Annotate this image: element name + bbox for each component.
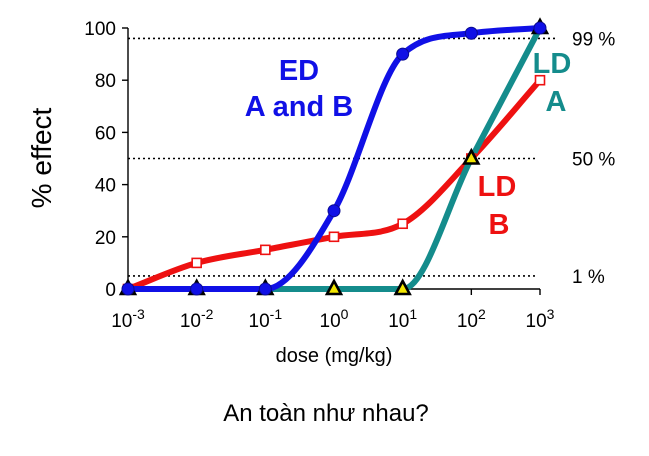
series-label-ldb-line2: B — [489, 209, 510, 241]
y-tick-label: 100 — [84, 19, 116, 40]
caption: An toàn như nhau? — [223, 400, 429, 427]
x-tick-label: 103 — [526, 306, 555, 332]
x-axis-label: dose (mg/kg) — [276, 345, 393, 367]
y-axis-label: % effect — [26, 107, 57, 208]
data-point-ed-a-and-b — [258, 282, 272, 296]
data-point-ld-b — [260, 244, 271, 256]
series-label-lda-line1: LD — [533, 48, 572, 80]
data-point-ed-a-and-b — [121, 282, 135, 296]
data-point-ld-a — [393, 278, 412, 296]
reference-line-label: 99 % — [572, 29, 615, 50]
data-point-ed-a-and-b — [190, 282, 204, 296]
data-point-ld-b — [397, 218, 408, 230]
data-point-ed-a-and-b — [396, 47, 410, 61]
y-tick-label: 40 — [95, 176, 116, 197]
data-point-ed-a-and-b — [533, 21, 547, 35]
series-label-ldb-line1: LD — [478, 171, 517, 203]
reference-line-label: 50 % — [572, 150, 615, 171]
x-tick-label: 101 — [388, 306, 417, 332]
x-tick-label: 10-1 — [249, 306, 283, 332]
series-label-ed-line2: A and B — [245, 91, 353, 123]
data-point-ld-a — [324, 278, 344, 296]
x-tick-label: 102 — [457, 306, 486, 332]
y-tick-label: 0 — [105, 280, 116, 301]
data-point-ld-b — [534, 74, 546, 86]
data-point-ld-b — [191, 257, 202, 269]
data-point-ld-a — [462, 147, 481, 165]
y-tick-label: 20 — [95, 228, 116, 249]
y-tick-label: 80 — [95, 71, 116, 92]
data-point-ed-a-and-b — [327, 204, 341, 218]
data-point-ld-b — [328, 231, 340, 243]
series-label-lda-line2: A — [546, 86, 567, 118]
series-label-ed-line1: ED — [279, 55, 319, 87]
reference-line-label: 1 % — [572, 267, 605, 288]
data-point-ed-a-and-b — [464, 26, 478, 40]
x-tick-label: 10-2 — [180, 306, 214, 332]
x-tick-label: 10-3 — [111, 306, 145, 332]
x-tick-label: 100 — [320, 306, 349, 332]
y-tick-label: 60 — [95, 123, 116, 144]
